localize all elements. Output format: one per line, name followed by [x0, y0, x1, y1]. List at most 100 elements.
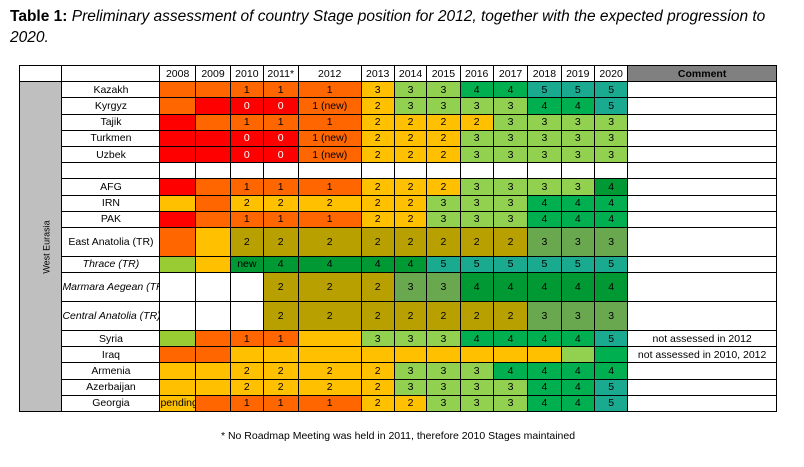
- country-name: Azerbaijan: [61, 378, 161, 396]
- stage-cell: [194, 378, 232, 396]
- stage-cell: 2: [393, 113, 428, 131]
- country-name: PAK: [61, 210, 161, 228]
- stage-cell: 2: [426, 178, 461, 196]
- stage-cell: [230, 162, 264, 180]
- stage-cell: 2: [393, 394, 428, 413]
- stage-cell: 3: [459, 178, 494, 196]
- table-row: Georgia pending 1 1 1 2 2 3 3 3 4 4 5: [20, 394, 777, 413]
- stage-cell: [194, 129, 232, 147]
- table-row: PAK 1 1 1 2 2 3 3 3 4 4 4: [20, 210, 777, 228]
- year-header: 2014: [393, 64, 428, 83]
- stage-cell: 3: [560, 301, 595, 332]
- stage-cell: 2: [459, 226, 494, 257]
- comment-cell: not assessed in 2012: [627, 330, 777, 348]
- stage-cell: 2: [297, 226, 362, 257]
- stage-cell: [194, 362, 232, 380]
- stage-cell: 5: [459, 255, 494, 274]
- stage-cell: [159, 97, 196, 115]
- stage-cell: [230, 346, 264, 364]
- stage-cell: 5: [593, 255, 629, 274]
- stage-cell: 3: [459, 378, 494, 396]
- stage-cell: 3: [560, 145, 595, 164]
- comment-cell: [627, 362, 777, 380]
- stage-cell: 1: [230, 210, 264, 228]
- stage-cell: 3: [492, 378, 529, 396]
- stage-cell: 5: [593, 97, 629, 115]
- stage-cell: 1: [262, 81, 299, 99]
- stage-cell: [194, 97, 232, 115]
- stage-cell: [194, 330, 232, 348]
- table-row: AFG 1 1 1 2 2 2 3 3 3 3 4: [20, 178, 777, 196]
- stage-cell: 3: [593, 301, 629, 332]
- stage-cell: [159, 301, 196, 332]
- year-header: 2017: [492, 64, 529, 83]
- stage-cell: [560, 162, 595, 180]
- stage-cell: 3: [393, 330, 428, 348]
- stage-cell: 4: [593, 194, 629, 212]
- stage-cell: 5: [593, 378, 629, 396]
- table-row: Turkmen 0 0 1 (new) 2 2 2 3 3 3 3 3: [20, 129, 777, 147]
- stage-cell: 0: [262, 145, 299, 164]
- stage-cell: 4: [593, 362, 629, 380]
- comment-cell: [627, 378, 777, 396]
- stage-cell: [527, 346, 562, 364]
- stage-cell: 1: [262, 113, 299, 131]
- stage-cell: [230, 301, 264, 332]
- footnote: * No Roadmap Meeting was held in 2011, t…: [220, 430, 576, 442]
- table-row: [20, 162, 777, 180]
- stage-cell: [194, 255, 232, 274]
- stage-cell: 2: [230, 378, 264, 396]
- country-name: AFG: [61, 178, 161, 196]
- stage-cell: 4: [459, 330, 494, 348]
- stage-cell: 2: [360, 178, 395, 196]
- stage-cell: 3: [426, 330, 461, 348]
- stage-cell: 3: [492, 394, 529, 413]
- stage-cell: [360, 162, 395, 180]
- stage-cell: 2: [297, 362, 362, 380]
- country-name: Iraq: [61, 346, 161, 364]
- stage-cell: 4: [560, 378, 595, 396]
- stage-cell: [194, 162, 232, 180]
- stage-cell: 5: [593, 81, 629, 99]
- stage-cell: [194, 113, 232, 131]
- stage-cell: 4: [393, 255, 428, 274]
- stage-cell: 2: [230, 194, 264, 212]
- stage-cell: 4: [297, 255, 362, 274]
- stage-cell: 4: [593, 178, 629, 196]
- stage-cell: 2: [360, 194, 395, 212]
- stage-table: 2008 2009 2010 2011* 2012 2013 2014 2015 2016 201…: [18, 64, 777, 413]
- stage-cell: [159, 194, 196, 212]
- stage-cell: 2: [459, 301, 494, 332]
- stage-cell: [262, 346, 299, 364]
- stage-cell: 4: [560, 210, 595, 228]
- stage-cell: [159, 272, 196, 303]
- country-name: Kyrgyz: [61, 97, 161, 115]
- stage-cell: 0: [230, 145, 264, 164]
- stage-cell: 3: [593, 129, 629, 147]
- stage-cell: [194, 210, 232, 228]
- stage-cell: 2: [360, 129, 395, 147]
- country-name: [61, 162, 161, 180]
- stage-cell: pending: [159, 394, 196, 413]
- table-row: Armenia 2 2 2 2 3 3 3 4 4 4 4: [20, 362, 777, 380]
- stage-cell: 4: [527, 194, 562, 212]
- table-row: Central Anatolia (TR) 2 2 2 2 2 2 2 3 3 3: [20, 301, 777, 332]
- stage-cell: 3: [459, 362, 494, 380]
- stage-cell: 2: [360, 210, 395, 228]
- comment-cell: [627, 226, 777, 257]
- stage-cell: [297, 346, 362, 364]
- stage-cell: 4: [560, 272, 595, 303]
- year-header: 2009: [194, 64, 232, 83]
- stage-cell: [527, 162, 562, 180]
- stage-cell: 2: [426, 129, 461, 147]
- comment-cell: [627, 255, 777, 274]
- stage-cell: 4: [560, 362, 595, 380]
- table-row: Syria 1 1 3 3 3 4 4 4 4 5 not assessed in 2012: [20, 330, 777, 348]
- stage-cell: 2: [297, 301, 362, 332]
- year-header: 2008: [159, 64, 196, 83]
- stage-cell: [560, 346, 595, 364]
- comment-cell: [627, 272, 777, 303]
- stage-cell: 4: [492, 81, 529, 99]
- stage-cell: [159, 162, 196, 180]
- stage-cell: 3: [593, 113, 629, 131]
